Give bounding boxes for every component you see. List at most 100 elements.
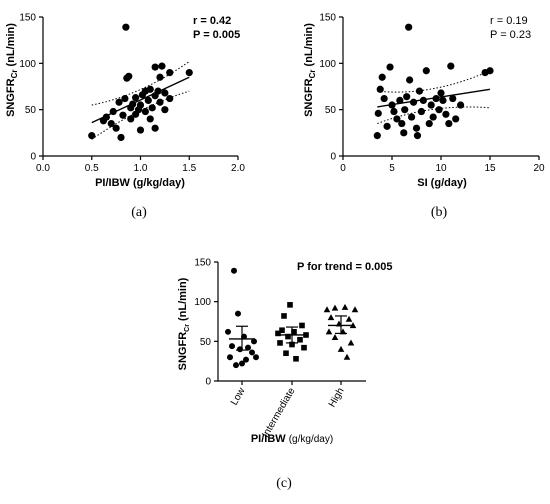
x-tick-label: 0.5 [85, 163, 99, 174]
data-point [390, 107, 398, 116]
data-point [146, 85, 154, 93]
data-point [429, 113, 437, 121]
data-point [405, 23, 413, 31]
data-point [239, 360, 245, 367]
data-point [403, 93, 411, 101]
data-point [378, 73, 386, 81]
x-tick-label: 15 [484, 163, 496, 174]
data-point [275, 330, 281, 337]
data-point [331, 333, 339, 340]
y-tick-label: 0 [30, 152, 36, 163]
x-tick-label: Low [229, 385, 248, 407]
data-point [132, 94, 140, 102]
panel-b-p-value: P = 0.23 [490, 29, 531, 41]
panel-b-chart: 0 5 10 15 20 0 50 100 150 SI (g/day) SNGFRCr (nL… [303, 13, 545, 190]
data-point [439, 96, 447, 104]
y-tick-label: 100 [19, 59, 36, 70]
data-point [413, 132, 422, 140]
data-point [136, 126, 145, 134]
data-point [151, 124, 159, 132]
data-point [161, 89, 169, 97]
x-tick-label: 0.0 [36, 163, 50, 174]
data-point [285, 333, 291, 340]
data-point [351, 306, 359, 313]
x-tick-label: 5 [389, 163, 395, 174]
data-point [437, 89, 445, 97]
data-point [325, 328, 333, 335]
data-point [447, 62, 455, 70]
data-point [119, 111, 127, 119]
data-point [327, 314, 335, 321]
x-tick-label: 10 [435, 163, 447, 174]
data-point [303, 332, 309, 338]
data-point [225, 328, 231, 335]
data-point [452, 115, 460, 123]
y-tick-label: 0 [205, 377, 211, 388]
data-point [148, 104, 156, 112]
data-point [229, 343, 235, 350]
data-point [112, 124, 120, 132]
y-tick-label: 0 [330, 152, 336, 163]
data-point [253, 354, 259, 361]
data-point [406, 76, 414, 84]
data-point [227, 354, 233, 361]
x-tick-label: 1.5 [182, 163, 196, 174]
data-point [301, 344, 307, 351]
data-point [136, 101, 145, 109]
caption-c: (c) [276, 476, 292, 491]
data-point [412, 124, 421, 132]
data-point [283, 350, 289, 357]
data-point [347, 339, 355, 346]
caption-a: (a) [131, 205, 147, 220]
ci-upper-band [377, 70, 491, 93]
y-tick-label: 150 [19, 13, 36, 24]
data-point [125, 72, 133, 80]
x-tick-label: Intermediate [260, 386, 298, 440]
data-point [408, 113, 416, 121]
data-point [435, 106, 443, 114]
panel-a-p-value: P = 0.005 [193, 29, 240, 41]
data-point [243, 356, 249, 363]
panel-b-x-axis-title: SI (g/day) [417, 177, 467, 189]
data-point [245, 344, 251, 351]
data-point [166, 94, 174, 103]
data-point [249, 349, 255, 356]
data-point [400, 129, 408, 137]
data-point [115, 98, 123, 106]
data-point [445, 119, 453, 128]
data-point [401, 106, 409, 114]
panel-c-chart: 0 50 100 150 Low Intermediate High PI/IBW (g/k… [177, 258, 392, 446]
data-point [373, 132, 381, 140]
data-point [277, 340, 283, 346]
data-point [117, 133, 125, 142]
data-point [343, 353, 351, 360]
y-tick-label: 50 [25, 105, 37, 116]
y-tick-label: 150 [194, 258, 211, 269]
panel-b-y-axis-title: SNGFRCr (nL/min) [303, 23, 317, 117]
data-point [166, 69, 174, 77]
ci-lower-band [377, 106, 491, 125]
data-point [457, 101, 465, 109]
data-point [297, 336, 303, 343]
data-point [341, 303, 349, 310]
caption-b: (b) [431, 205, 448, 220]
data-point [396, 96, 404, 104]
data-point [158, 62, 166, 70]
panel-c-y-axis-title: SNGFRCr (nL/min) [177, 277, 191, 370]
x-tick-label: 2.0 [231, 163, 245, 174]
data-point [331, 304, 339, 311]
data-point [383, 122, 391, 130]
data-point [287, 302, 293, 308]
panel-c-trend-p-value: P for trend = 0.005 [297, 261, 392, 273]
data-point [233, 362, 239, 369]
data-point [127, 115, 135, 123]
panel-a-x-axis-title: PI/IBW (g/kg/day) [95, 177, 185, 189]
data-point [231, 267, 237, 274]
x-tick-label: 20 [533, 163, 545, 174]
data-point [88, 132, 96, 140]
data-point [146, 115, 154, 123]
data-point [156, 73, 164, 81]
x-tick-label: High [327, 386, 347, 409]
data-point [291, 329, 297, 335]
data-point [156, 98, 164, 106]
